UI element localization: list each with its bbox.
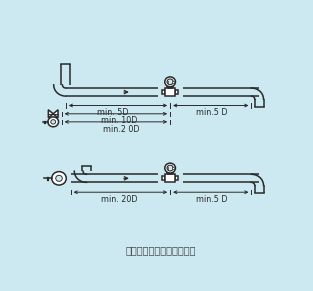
- Text: min. 20D: min. 20D: [101, 195, 137, 204]
- Bar: [162, 176, 165, 180]
- Bar: [172, 167, 174, 169]
- Circle shape: [56, 175, 62, 181]
- Circle shape: [165, 163, 176, 173]
- Text: min.2 0D: min.2 0D: [103, 125, 140, 134]
- Polygon shape: [53, 110, 58, 118]
- Bar: [162, 90, 165, 94]
- Bar: [172, 81, 174, 83]
- Circle shape: [167, 165, 173, 171]
- Circle shape: [165, 77, 176, 87]
- Bar: [165, 174, 175, 182]
- Text: min. 5D: min. 5D: [97, 108, 129, 117]
- Polygon shape: [48, 110, 53, 118]
- Bar: [175, 90, 178, 94]
- Text: min.5 D: min.5 D: [196, 108, 227, 117]
- Text: min.5 D: min.5 D: [196, 195, 227, 204]
- Text: min. 10D: min. 10D: [101, 116, 137, 125]
- Text: 弯管、阀门和泵之间的安装: 弯管、阀门和泵之间的安装: [125, 245, 196, 255]
- Bar: [175, 176, 178, 180]
- Circle shape: [51, 120, 56, 124]
- Bar: [165, 88, 175, 96]
- Bar: [168, 171, 172, 174]
- Bar: [167, 81, 168, 83]
- Bar: [167, 84, 173, 87]
- Bar: [167, 167, 168, 169]
- Circle shape: [167, 79, 173, 85]
- Circle shape: [48, 117, 59, 127]
- Bar: [167, 170, 173, 173]
- Circle shape: [52, 172, 66, 185]
- Bar: [168, 84, 172, 88]
